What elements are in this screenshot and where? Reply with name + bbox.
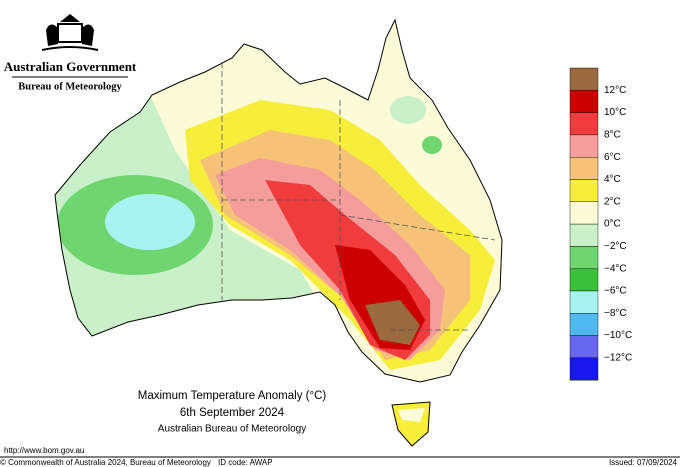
legend-label: 2°C [604, 196, 621, 207]
legend-label: 0°C [604, 219, 621, 230]
legend: 12°C 10°C 8°C 6°C 4°C 2°C 0°C −2°C −4°C −6°C −8°C −… [569, 67, 632, 381]
legend-swatch [569, 313, 599, 336]
footer-copyright: © Commonwealth of Australia 2024, Bureau… [0, 458, 211, 467]
org-subname: Bureau of Meteorology [18, 81, 122, 92]
legend-label: 10°C [604, 107, 626, 118]
legend-swatch [569, 112, 599, 136]
legend-swatch [569, 134, 599, 158]
map-source: Australian Bureau of Meteorology [158, 424, 306, 435]
map-date: 6th September 2024 [180, 407, 285, 419]
legend-swatch [569, 246, 599, 269]
legend-label: −12°C [604, 353, 632, 364]
legend-label: −10°C [604, 330, 632, 341]
legend-label: −2°C [604, 241, 627, 252]
org-name: Australian Government [4, 59, 137, 74]
legend-swatch [569, 201, 599, 225]
footer-url: http://www.bom.gov.au [4, 446, 84, 455]
legend-label: −4°C [604, 263, 627, 274]
map-title: Maximum Temperature Anomaly (°C) [138, 390, 327, 402]
legend-label: 4°C [604, 174, 621, 185]
legend-swatch [569, 156, 599, 180]
legend-swatch [569, 67, 599, 91]
legend-swatch [569, 335, 599, 359]
legend-swatch [569, 179, 599, 202]
footer-issued: Issued: 07/09/2024 [609, 458, 678, 467]
legend-swatch [569, 268, 599, 292]
legend-label: 12°C [604, 85, 626, 96]
coat-of-arms [41, 14, 99, 51]
map [54, 19, 503, 447]
legend-swatch [569, 357, 599, 381]
legend-label: −8°C [604, 308, 627, 319]
legend-swatch [569, 223, 599, 247]
legend-swatch [569, 290, 599, 314]
legend-label: 6°C [604, 152, 621, 163]
legend-swatch [569, 90, 599, 113]
legend-label: 8°C [604, 130, 621, 141]
footer-id: ID code: AWAP [218, 458, 273, 467]
legend-label: −6°C [604, 286, 627, 297]
